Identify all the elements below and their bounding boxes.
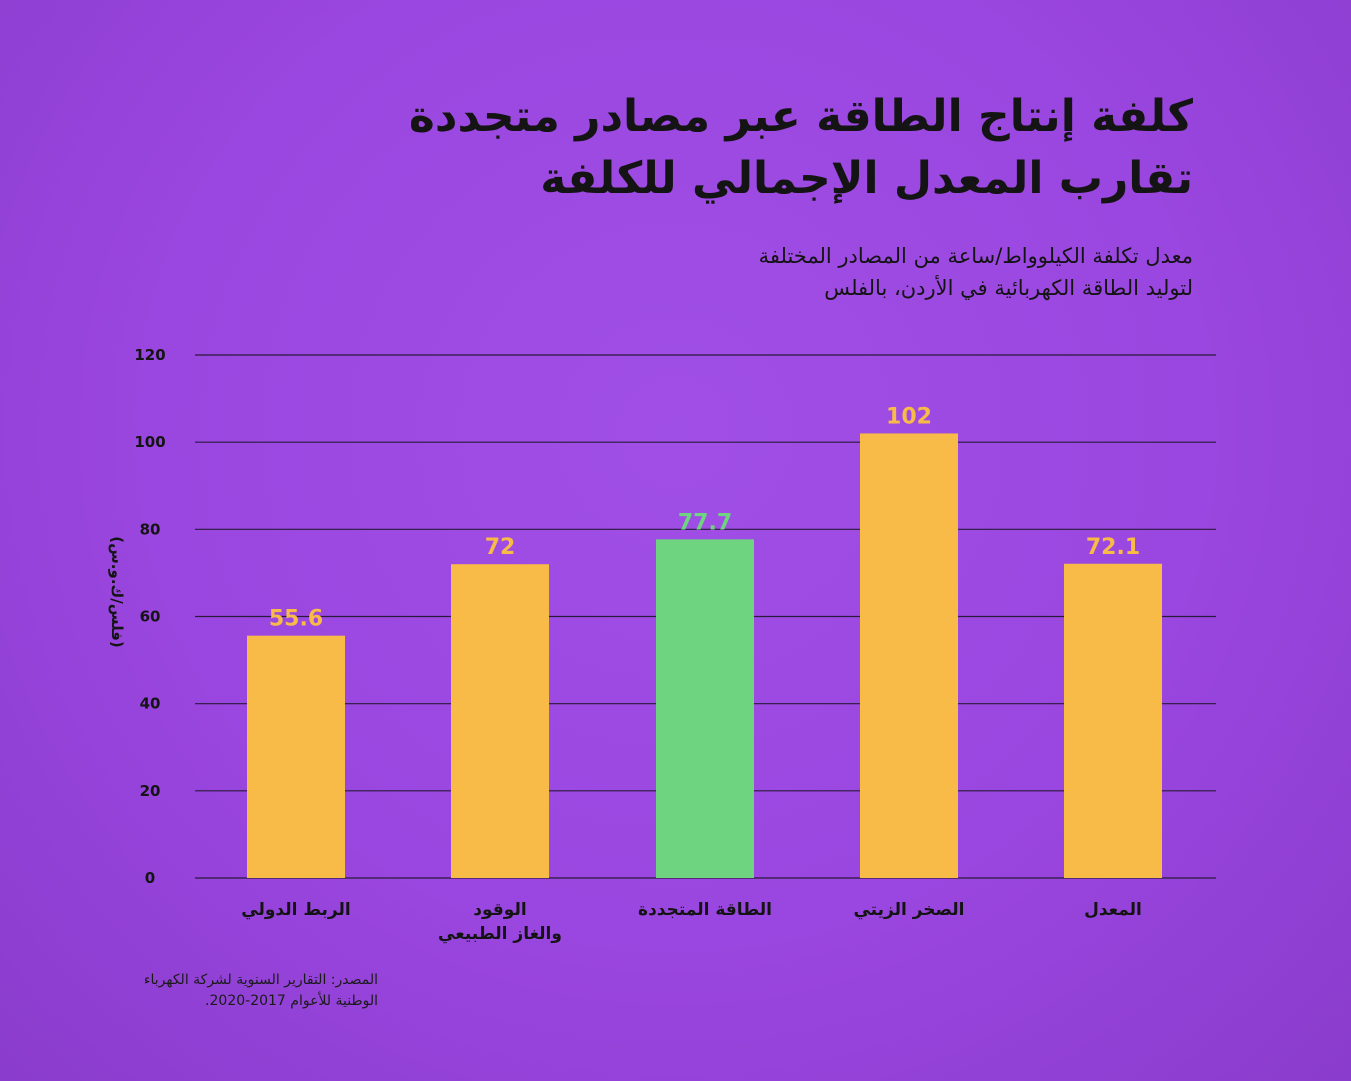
bars	[247, 433, 1162, 878]
source-line-1: المصدر: التقارير السنوية لشركة الكهرباء	[143, 972, 378, 988]
chart-title-line-2: تقارب المعدل الإجمالي للكلفة	[540, 153, 1193, 204]
y-tick-label: 0	[145, 869, 155, 887]
value-label: 72	[485, 535, 516, 560]
y-tick-label: 20	[140, 782, 161, 800]
source-line-2: الوطنية للأعوام 2017-2020.	[205, 993, 378, 1009]
source-note: المصدر: التقارير السنوية لشركة الكهرباء …	[60, 970, 378, 1012]
bar	[247, 635, 345, 878]
chart-title: كلفة إنتاج الطاقة عبر مصادر متجددة تقارب…	[193, 86, 1193, 210]
bar	[1064, 563, 1162, 878]
y-tick-label: 60	[140, 608, 161, 626]
bar	[656, 539, 754, 878]
chart-subtitle: معدل تكلفة الكيلوواط/ساعة من المصادر الم…	[293, 240, 1193, 304]
value-label: 55.6	[269, 607, 323, 632]
x-tick-label: الربط الدولي	[241, 900, 350, 920]
x-tick-labels: الربط الدولي الوقود والغاز الطبيعي الطاقة ا…	[241, 900, 1142, 944]
value-label: 72.1	[1086, 535, 1140, 560]
x-tick-label: والغاز الطبيعي	[438, 924, 562, 944]
x-tick-label: الصخر الزيتي	[853, 900, 964, 920]
y-tick-label: 80	[140, 520, 161, 538]
value-label: 102	[886, 404, 932, 429]
bar	[860, 433, 958, 878]
x-tick-label: المعدل	[1084, 900, 1142, 920]
bar	[451, 564, 549, 878]
chart-subtitle-line-2: لتوليد الطاقة الكهربائية في الأردن، بالف…	[824, 276, 1193, 300]
value-label: 77.7	[678, 510, 732, 535]
x-tick-label: الوقود	[473, 900, 526, 920]
y-tick-label: 40	[140, 695, 161, 713]
chart-subtitle-line-1: معدل تكلفة الكيلوواط/ساعة من المصادر الم…	[758, 244, 1193, 268]
y-tick-labels: 0 20 40 60 80 100 120	[134, 346, 165, 887]
y-axis-label: (فلس/ك.و.س)	[108, 536, 126, 648]
value-labels: 55.6 72 77.7 102 72.1	[269, 404, 1140, 631]
chart-title-line-1: كلفة إنتاج الطاقة عبر مصادر متجددة	[408, 91, 1193, 142]
y-tick-label: 100	[134, 433, 165, 451]
x-tick-label: الطاقة المتجددة	[638, 900, 772, 920]
y-tick-label: 120	[134, 346, 165, 364]
